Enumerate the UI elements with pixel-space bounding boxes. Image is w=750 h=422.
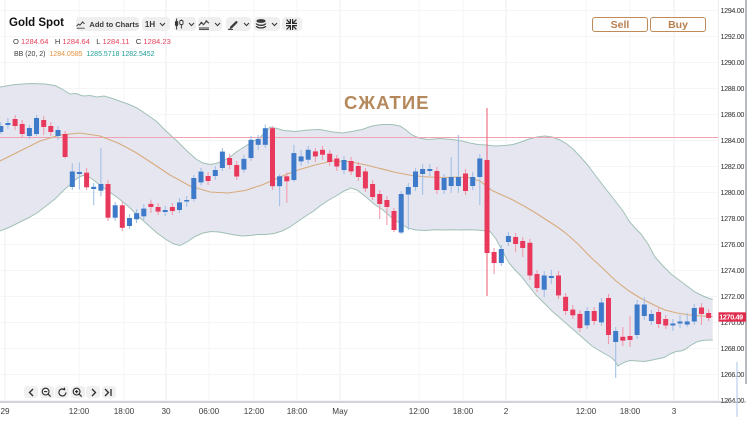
svg-text:1274.00: 1274.00 (720, 266, 744, 275)
svg-text:18:00: 18:00 (453, 407, 474, 416)
svg-text:1292.00: 1292.00 (720, 32, 744, 41)
svg-text:18:00: 18:00 (114, 407, 135, 416)
svg-text:1278.00: 1278.00 (720, 214, 744, 223)
svg-text:1284.00: 1284.00 (720, 136, 744, 145)
svg-text:18:00: 18:00 (620, 407, 641, 416)
svg-text:12:00: 12:00 (409, 407, 430, 416)
svg-text:1286.00: 1286.00 (720, 110, 744, 119)
svg-text:12:00: 12:00 (69, 407, 90, 416)
svg-text:12:00: 12:00 (576, 407, 597, 416)
svg-text:1276.00: 1276.00 (720, 240, 744, 249)
svg-text:1282.00: 1282.00 (720, 162, 744, 171)
svg-text:May: May (332, 407, 348, 416)
svg-text:2: 2 (504, 407, 509, 416)
svg-text:1270.00: 1270.00 (720, 318, 744, 327)
svg-text:1272.00: 1272.00 (720, 292, 744, 301)
svg-text:1266.00: 1266.00 (720, 370, 744, 379)
svg-text:1294.00: 1294.00 (720, 6, 744, 15)
svg-text:1288.00: 1288.00 (720, 84, 744, 93)
svg-text:1290.00: 1290.00 (720, 58, 744, 67)
svg-text:12:00: 12:00 (244, 407, 265, 416)
svg-text:06:00: 06:00 (199, 407, 220, 416)
svg-text:1264.00: 1264.00 (720, 396, 744, 405)
svg-text:1270.49: 1270.49 (719, 313, 743, 322)
svg-text:1280.00: 1280.00 (720, 188, 744, 197)
svg-text:1268.00: 1268.00 (720, 344, 744, 353)
svg-text:29: 29 (0, 407, 10, 416)
svg-text:30: 30 (161, 407, 171, 416)
svg-text:18:00: 18:00 (287, 407, 308, 416)
svg-text:3: 3 (672, 407, 677, 416)
